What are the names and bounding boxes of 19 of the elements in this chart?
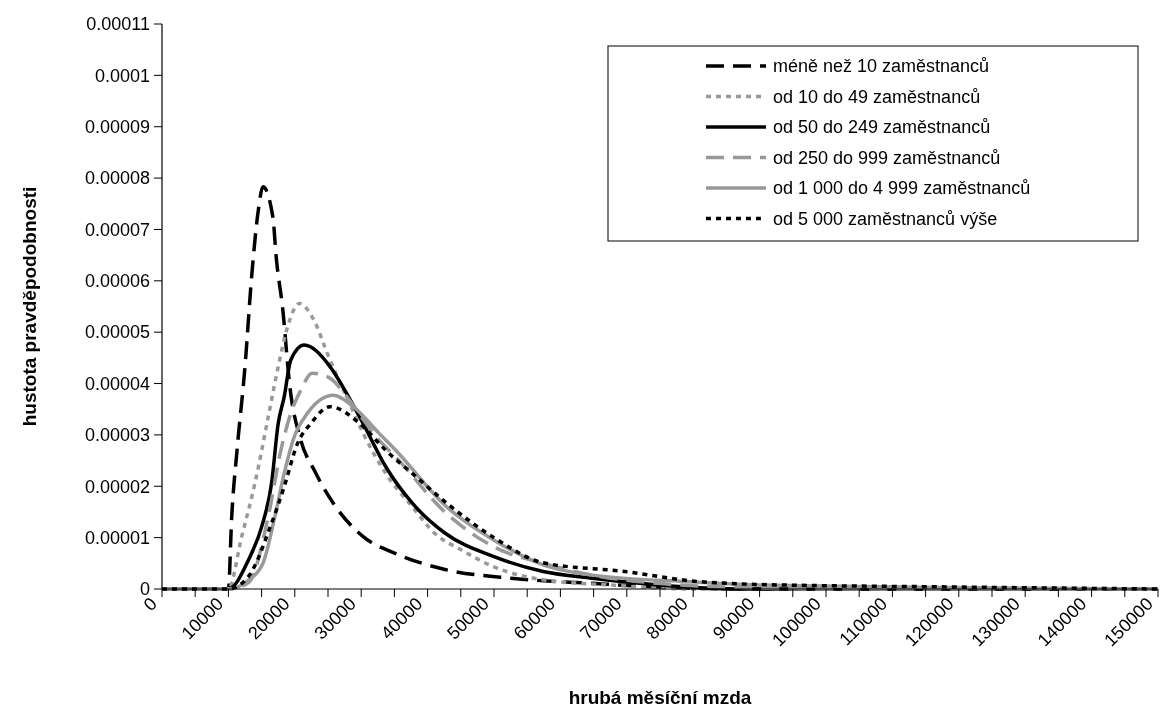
- legend-label: od 5 000 zaměstnanců výše: [773, 208, 998, 229]
- y-tick-label: 0.00011: [86, 14, 150, 35]
- legend-label: od 250 do 999 zaměstnanců: [773, 147, 1001, 168]
- y-tick-label: 0.00009: [84, 117, 150, 138]
- y-tick-label: 0.00006: [84, 271, 150, 292]
- legend-label: méně než 10 zaměstnanců: [773, 56, 990, 77]
- x-axis-title: hrubá měsíční mzda: [568, 687, 752, 708]
- legend-label: od 50 do 249 zaměstnanců: [773, 117, 991, 138]
- legend-label: od 10 do 49 zaměstnanců: [773, 86, 981, 107]
- y-tick-label: 0.00007: [84, 219, 150, 240]
- y-tick-label: 0.00003: [84, 425, 150, 446]
- legend-label: od 1 000 do 4 999 zaměstnanců: [773, 178, 1031, 199]
- y-tick-label: 0.00004: [84, 373, 150, 394]
- y-tick-label: 0.00005: [84, 322, 150, 343]
- y-tick-label: 0.00002: [84, 476, 150, 497]
- y-tick-label: 0.00008: [84, 168, 150, 189]
- y-tick-label: 0.00001: [84, 527, 150, 548]
- y-tick-label: 0.0001: [94, 65, 150, 86]
- y-axis-title: hustota pravděpodobnosti: [19, 186, 40, 427]
